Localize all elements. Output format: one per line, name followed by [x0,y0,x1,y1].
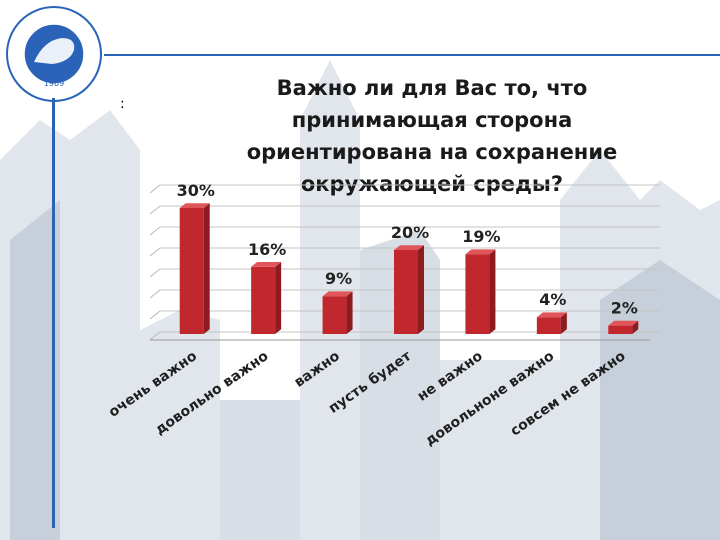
bar-front [179,208,204,334]
bar-side [418,245,424,334]
gridline-depth [149,289,161,299]
left-accent-line [52,98,55,528]
category-label: важно [291,348,343,391]
bar-top [251,262,282,267]
bar-top [322,291,353,297]
gridline-depth [149,310,161,320]
bar-front [322,296,347,334]
bar-data-label: 30% [177,181,215,200]
bar-data-label: 4% [539,290,566,309]
gridline-depth [149,247,161,257]
category-label: совсем не важно [508,348,629,440]
bar-side [275,262,282,334]
gridline-depth [149,268,161,278]
gridline-depth [149,205,161,215]
header-divider [104,54,720,56]
gridline-depth [149,226,161,236]
bar-top [179,203,210,208]
bar-front [536,317,561,334]
chart-data-labels: 30% 16% 9% 20% 19% 4% 2% [177,181,638,318]
academy-logo: 1969 [6,6,102,102]
bar-top [536,312,567,318]
bar-side [560,312,567,334]
chart-bars [179,203,639,334]
chart-title: Важно ли для Вас то, что принимающая сто… [246,76,618,196]
bar-side [346,291,353,334]
gridline-depth [149,184,161,194]
bar-side [489,249,496,334]
logo-year: 1969 [44,79,64,88]
bar-top [465,249,496,255]
bar-data-label: 19% [462,227,500,246]
bar-side [632,320,639,334]
bar-front [608,325,633,334]
bar-top [394,245,424,250]
bar-front [394,250,418,334]
category-label: не важно [415,348,486,405]
bar-data-label: 9% [325,269,352,288]
bar-data-label: 16% [248,240,286,259]
bar-front [251,266,276,334]
bar-top [608,320,639,326]
category-label: довольноне важно [422,348,557,449]
gridline-depth [149,331,161,341]
bar-side [203,203,210,334]
colon-text: : [120,96,125,112]
bar-data-label: 20% [391,223,429,242]
bar-front [465,254,490,334]
bar-data-label: 2% [611,299,638,318]
